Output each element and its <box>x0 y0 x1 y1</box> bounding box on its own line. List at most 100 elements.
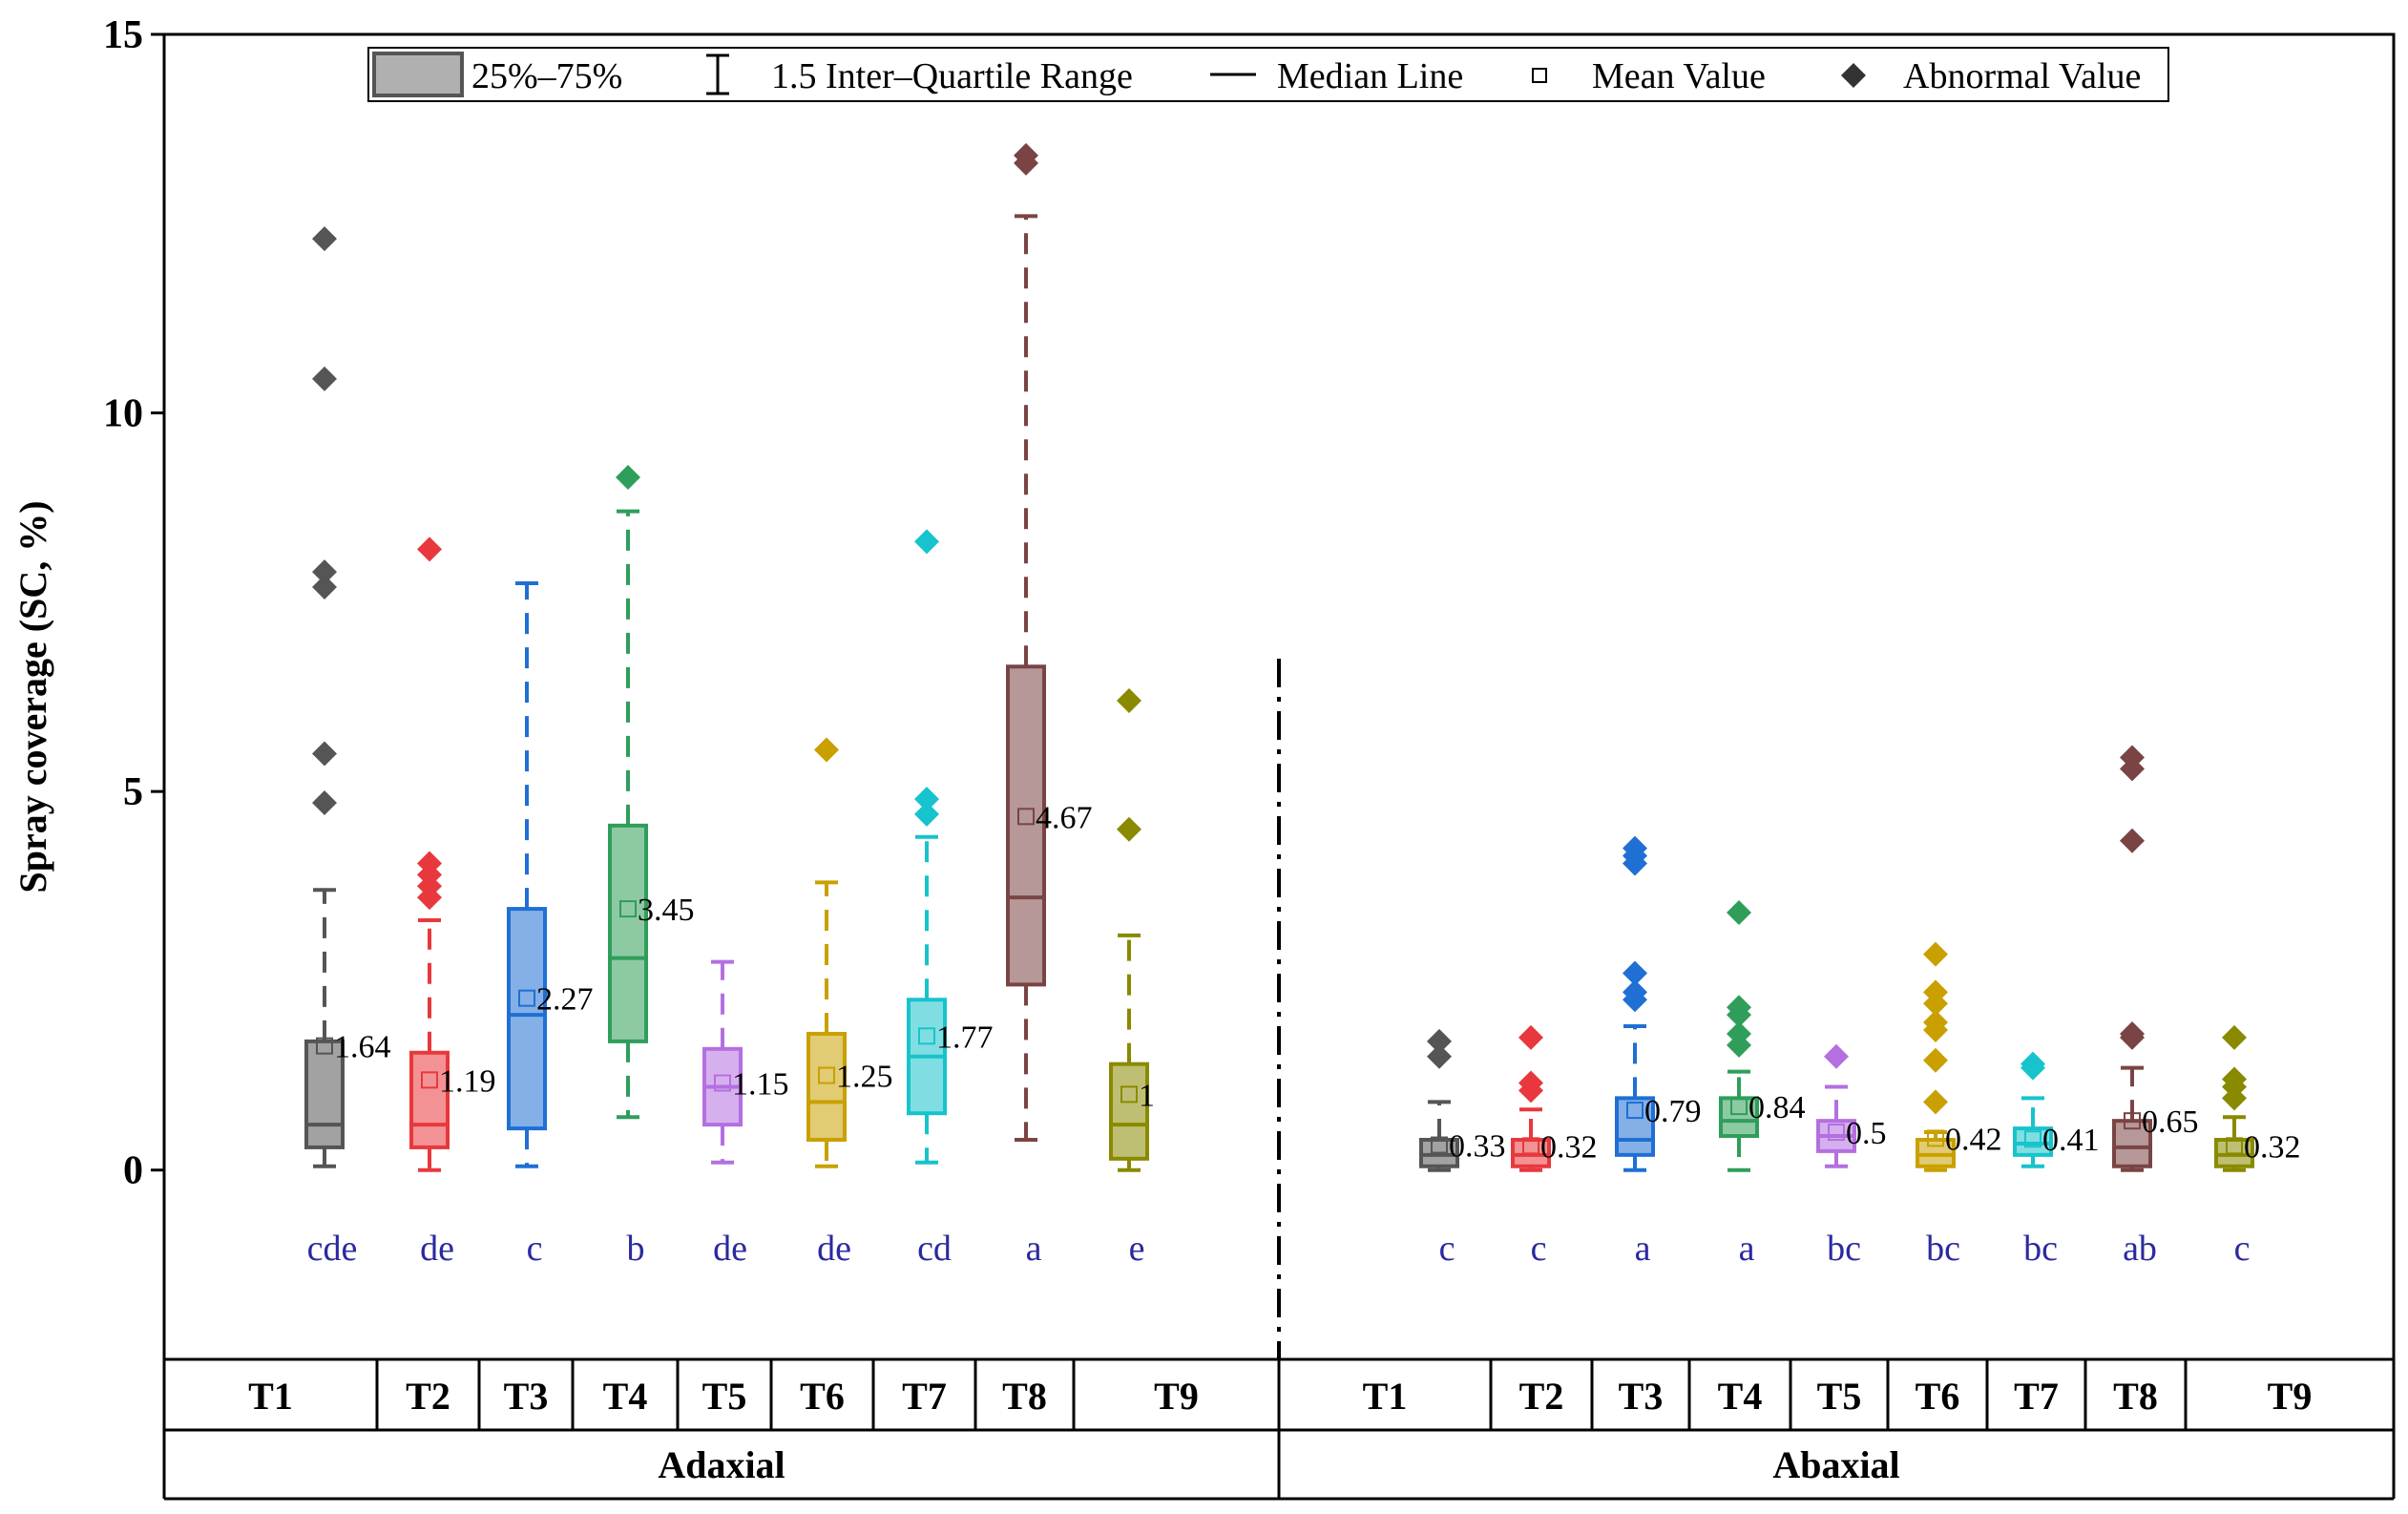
iqr-box <box>608 823 648 1043</box>
mean-value-label: 1.19 <box>439 1063 496 1099</box>
outlier-point <box>1923 1089 1948 1115</box>
category-label-t8: T8 <box>1002 1375 1047 1418</box>
iqr-box <box>1109 1062 1149 1161</box>
outlier-point <box>1427 1028 1452 1054</box>
category-label-t9: T9 <box>2268 1375 2313 1418</box>
outlier-point <box>312 741 337 767</box>
category-label-t7: T7 <box>2014 1375 2059 1418</box>
category-label-t1: T1 <box>1363 1375 1408 1418</box>
legend-mean-icon <box>1532 68 1547 83</box>
mean-marker <box>1828 1124 1845 1142</box>
legend-label-box: 25%–75% <box>471 56 622 96</box>
outlier-point <box>616 464 640 490</box>
category-label-t1: T1 <box>248 1375 293 1418</box>
outlier-point <box>914 787 939 812</box>
significance-label: a <box>1635 1229 1651 1269</box>
mean-value-label: 1.25 <box>836 1060 893 1095</box>
box-adaxial-t7: 1.77 cd <box>907 529 994 1269</box>
mean-marker <box>1431 1136 1448 1154</box>
significance-label: de <box>420 1229 454 1269</box>
outlier-point <box>1518 1024 1543 1050</box>
outlier-point <box>1727 900 1751 926</box>
significance-label: b <box>627 1229 645 1269</box>
mean-value-label: 1.77 <box>936 1020 994 1055</box>
box-adaxial-t6: 1.25 de <box>806 737 893 1269</box>
mean-marker <box>918 1027 935 1045</box>
mean-marker <box>714 1074 731 1092</box>
outlier-point <box>2222 1024 2247 1050</box>
outlier-point <box>312 790 337 816</box>
mean-value-label: 0.33 <box>1449 1129 1506 1165</box>
significance-label: cde <box>307 1229 358 1269</box>
box-abaxial-t3: 0.79 a <box>1615 835 1702 1269</box>
significance-label: c <box>1531 1229 1547 1269</box>
legend-label-median: Median Line <box>1277 56 1463 96</box>
mean-marker <box>1626 1102 1644 1120</box>
box-adaxial-t2: 1.19 de <box>409 536 496 1269</box>
mean-value-label: 0.65 <box>2142 1104 2199 1140</box>
significance-label: c <box>1439 1229 1455 1269</box>
category-table: T1 T2 T3 T4 T5 T6 T7 T8 T9 Adaxial T1 T2 T3 T4 T5 T6 T7 T… <box>162 1359 2396 1501</box>
category-label-t3: T3 <box>1619 1375 1664 1418</box>
outlier-point <box>1923 941 1948 967</box>
category-label-t7: T7 <box>902 1375 947 1418</box>
legend: 25%–75% 1.5 Inter–Quartile Range Median Li… <box>367 47 2169 102</box>
category-label-t2: T2 <box>406 1375 450 1418</box>
outlier-point <box>1427 1043 1452 1069</box>
group-label-adaxial: Adaxial <box>658 1443 785 1486</box>
box-abaxial-t8: 0.65 ab <box>2112 745 2199 1269</box>
mean-value-label: 0.84 <box>1748 1090 1806 1125</box>
legend-label-mean: Mean Value <box>1592 56 1766 96</box>
box-adaxial-t8: 4.67 a <box>1006 142 1093 1269</box>
legend-outlier-icon <box>1841 63 1866 88</box>
mean-value-label: 3.45 <box>638 893 695 928</box>
mean-value-label: 0.32 <box>1540 1129 1598 1165</box>
outlier-point <box>2120 1020 2145 1046</box>
mean-marker <box>818 1066 835 1084</box>
outlier-point <box>2222 1066 2247 1092</box>
box-abaxial-t7: 0.41 bc <box>2013 1051 2100 1269</box>
mean-marker <box>2024 1130 2042 1148</box>
legend-frame <box>367 47 2169 102</box>
mean-value-label: 0.41 <box>2042 1123 2100 1158</box>
iqr-box <box>304 1039 345 1149</box>
significance-label: a <box>1026 1229 1042 1269</box>
mean-value-label: 1 <box>1139 1078 1155 1113</box>
outlier-point <box>312 559 337 585</box>
significance-label: a <box>1739 1229 1755 1269</box>
category-label-t4: T4 <box>603 1375 648 1418</box>
category-label-t4: T4 <box>1718 1375 1763 1418</box>
mean-marker <box>316 1037 333 1055</box>
box-abaxial-t1: 0.33 c <box>1419 1028 1506 1269</box>
y-tick-label: 0 <box>123 1149 143 1193</box>
mean-value-label: 1.64 <box>334 1030 391 1065</box>
outlier-point <box>1117 816 1141 842</box>
iqr-box <box>507 907 547 1131</box>
mean-value-label: 0.32 <box>2244 1129 2301 1165</box>
mean-value-label: 0.79 <box>1644 1094 1702 1129</box>
outlier-point <box>312 366 337 391</box>
significance-label: de <box>713 1229 747 1269</box>
outlier-point <box>2120 745 2145 770</box>
outlier-point <box>814 737 839 763</box>
mean-marker <box>518 989 535 1007</box>
category-label-t3: T3 <box>504 1375 549 1418</box>
mean-value-label: 0.5 <box>1846 1116 1887 1151</box>
significance-label: e <box>1129 1229 1145 1269</box>
mean-marker <box>1120 1085 1138 1104</box>
outlier-point <box>417 851 442 876</box>
legend-label-iqr: 1.5 Inter–Quartile Range <box>771 56 1133 96</box>
outlier-point <box>1923 979 1948 1005</box>
outlier-point <box>417 536 442 562</box>
mean-marker <box>1730 1098 1748 1116</box>
box-adaxial-t5: 1.15 de <box>702 959 789 1269</box>
significance-label: ab <box>2123 1229 2157 1269</box>
mean-marker <box>1927 1129 1944 1147</box>
significance-label: cd <box>917 1229 952 1269</box>
box-abaxial-t2: 0.32 c <box>1511 1024 1598 1269</box>
iqr-box <box>806 1031 847 1142</box>
mean-value-label: 2.27 <box>536 982 594 1018</box>
outlier-point <box>312 226 337 252</box>
outlier-point <box>1727 1020 1751 1046</box>
